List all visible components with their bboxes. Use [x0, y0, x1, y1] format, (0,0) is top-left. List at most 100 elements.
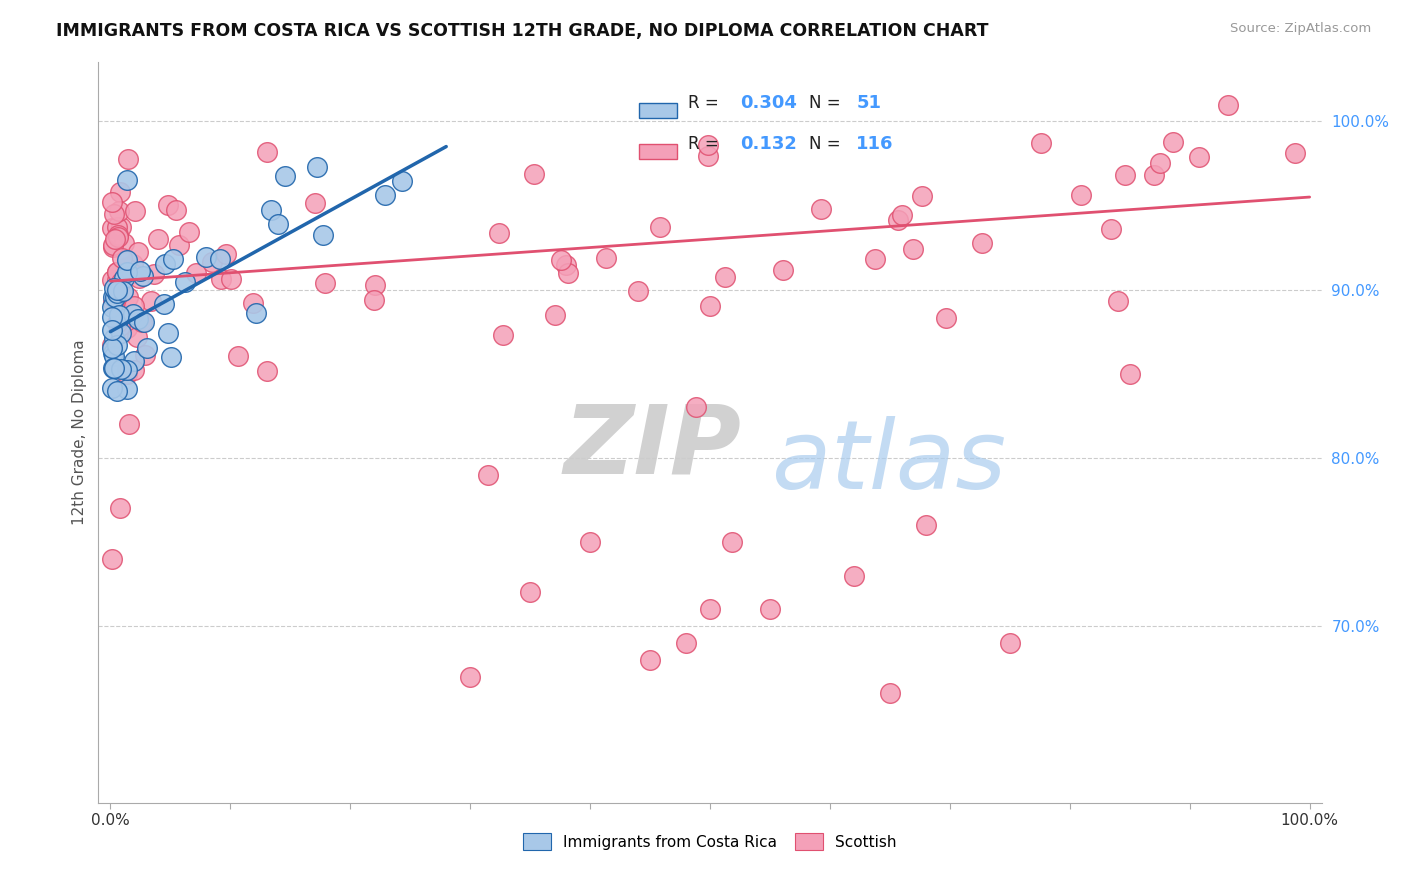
Point [256, 364, 278, 378]
Point [100, 381, 122, 395]
Point [115, 173, 138, 187]
Point [595, 252, 617, 266]
Point [131, 315, 153, 329]
Text: ZIP: ZIP [564, 401, 741, 494]
Point [104, 291, 127, 305]
Point [638, 653, 661, 667]
Point [579, 535, 602, 549]
Point [104, 291, 127, 305]
Point [650, 219, 672, 234]
Point [100, 338, 122, 352]
Point [105, 265, 128, 279]
Point [112, 284, 135, 298]
Point [314, 276, 336, 290]
Point [127, 312, 149, 326]
Point [105, 283, 128, 297]
Point [153, 297, 176, 311]
Point [115, 382, 138, 396]
Point [115, 252, 138, 267]
Point [1114, 169, 1136, 183]
Point [544, 309, 567, 323]
Point [260, 203, 283, 218]
Point [103, 349, 125, 363]
Point [128, 271, 150, 285]
Point [1099, 222, 1122, 236]
Point [115, 321, 138, 335]
Point [108, 203, 131, 218]
Point [201, 255, 224, 269]
Point [887, 212, 910, 227]
Point [115, 363, 138, 377]
Point [865, 252, 887, 267]
Point [215, 247, 238, 261]
Point [128, 313, 150, 327]
Point [117, 290, 139, 304]
Point [901, 243, 924, 257]
Point [103, 240, 125, 254]
Point [810, 202, 832, 217]
Point [107, 229, 129, 244]
Point [157, 326, 180, 340]
Point [127, 244, 149, 259]
Point [100, 300, 122, 314]
Point [110, 220, 132, 235]
Point [118, 417, 141, 432]
Point [112, 271, 135, 285]
Point [105, 273, 128, 287]
Point [1031, 136, 1053, 150]
Point [256, 145, 278, 159]
Point [685, 401, 707, 415]
Point [1119, 367, 1142, 381]
Point [242, 296, 264, 310]
Point [105, 219, 128, 234]
Point [110, 276, 132, 290]
Point [129, 264, 152, 278]
Point [209, 252, 232, 267]
Point [105, 384, 128, 399]
Legend: Immigrants from Costa Rica, Scottish: Immigrants from Costa Rica, Scottish [516, 825, 904, 858]
Point [219, 272, 242, 286]
Point [110, 326, 132, 341]
Point [117, 261, 139, 276]
Point [124, 203, 146, 218]
Point [492, 328, 515, 343]
Point [105, 265, 128, 279]
Point [714, 270, 737, 285]
Point [103, 207, 125, 221]
Point [304, 195, 326, 210]
Point [1143, 169, 1166, 183]
Point [998, 636, 1021, 650]
Point [697, 137, 720, 152]
Point [458, 670, 481, 684]
Point [312, 227, 335, 242]
Point [519, 585, 541, 599]
Point [105, 286, 128, 301]
Point [179, 225, 201, 239]
Point [772, 263, 794, 277]
Point [110, 501, 132, 516]
Point [105, 338, 128, 352]
Point [135, 342, 157, 356]
Point [184, 266, 207, 280]
Point [194, 250, 217, 264]
Point [122, 257, 145, 271]
Point [127, 330, 149, 344]
Point [972, 236, 994, 251]
Point [209, 271, 232, 285]
Point [121, 307, 143, 321]
Point [110, 362, 132, 376]
Point [104, 232, 127, 246]
Point [142, 267, 165, 281]
Point [121, 266, 143, 280]
Point [103, 281, 125, 295]
Point [842, 568, 865, 582]
Point [915, 518, 938, 533]
Point [156, 197, 179, 211]
Point [1188, 150, 1211, 164]
Point [162, 252, 184, 266]
Point [174, 275, 197, 289]
Point [228, 350, 250, 364]
Point [307, 160, 329, 174]
Point [699, 602, 721, 616]
Point [1161, 135, 1184, 149]
